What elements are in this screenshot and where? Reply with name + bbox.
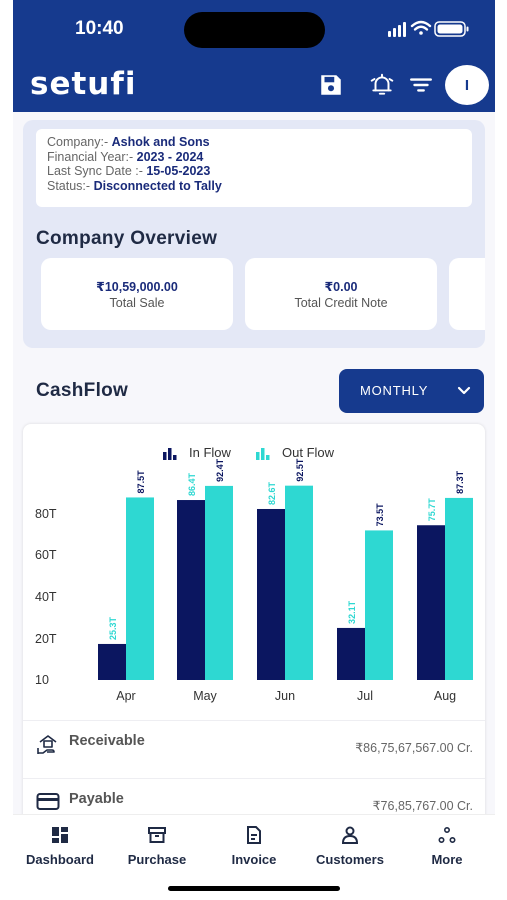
legend-item-0 [163, 448, 177, 460]
bottom-nav: Dashboard Purchase Invoice Customers Mor… [13, 814, 495, 900]
save-icon[interactable] [318, 72, 344, 98]
wifi-icon [410, 20, 432, 35]
total-sale-value: ₹10,59,000.00 [96, 280, 178, 294]
cashflow-chart-card: 10 20T 40T 60T 80T In Flow Out Flow 25.3T 87.5T A… [23, 424, 485, 814]
bell-icon[interactable] [369, 72, 395, 98]
period-dropdown[interactable]: MONTHLY [339, 369, 484, 413]
bar-out-flow-apr [126, 497, 154, 680]
bar-in-flow-aug [417, 525, 445, 680]
app-screen: 10:40 setufi [13, 0, 495, 900]
legend-item-1 [256, 448, 270, 460]
x-tick-label: Jul [357, 689, 373, 703]
status-time: 10:40 [75, 18, 124, 39]
top-bar: 10:40 setufi [13, 0, 495, 112]
data-label: 92.5T [295, 458, 305, 482]
payable-row[interactable]: Payable ₹76,85,767.00 Cr. [23, 778, 485, 814]
data-label: 86.4T [187, 473, 197, 497]
period-dropdown-label: MONTHLY [360, 383, 429, 398]
y-tick-label: 40T [35, 590, 57, 604]
total-credit-note-label: Total Credit Note [294, 296, 388, 310]
customers-icon [341, 826, 359, 844]
total-credit-note-value: ₹0.00 [324, 280, 358, 294]
nav-invoice-label: Invoice [231, 852, 277, 867]
company-name: Ashok and Sons [111, 135, 210, 149]
nav-dashboard[interactable]: Dashboard [24, 825, 96, 867]
dashboard-content: Company:- Ashok and Sons Financial Year:… [13, 112, 495, 814]
data-label: 73.5T [375, 503, 385, 527]
data-label: 87.5T [136, 470, 146, 494]
financial-year-line: Financial Year:- 2023 - 2024 [47, 149, 204, 164]
company-overview-card: Company:- Ashok and Sons Financial Year:… [23, 120, 485, 348]
nav-more[interactable]: More [422, 825, 472, 867]
data-label: 82.6T [267, 481, 277, 505]
x-tick-label: May [193, 689, 217, 703]
bar-out-flow-may [205, 485, 233, 680]
x-tick-label: Aug [434, 689, 456, 703]
data-label: 25.3T [108, 616, 118, 640]
nav-invoice[interactable]: Invoice [224, 825, 284, 867]
nav-customers[interactable]: Customers [310, 825, 390, 867]
y-tick-label: 20T [35, 632, 57, 646]
payable-value: ₹76,85,767.00 Cr. [372, 799, 473, 813]
signal-icon [388, 22, 406, 37]
y-tick-label: 80T [35, 507, 57, 521]
card-icon [36, 793, 60, 810]
y-tick-label: 10 [35, 673, 49, 687]
bar-out-flow-aug [445, 497, 473, 680]
nav-dashboard-label: Dashboard [26, 852, 94, 867]
total-sale-label: Total Sale [109, 296, 165, 310]
receivable-icon [37, 735, 57, 754]
last-sync-line: Last Sync Date :- 15-05-2023 [47, 164, 211, 178]
nav-purchase[interactable]: Purchase [123, 825, 191, 867]
next-stat-card[interactable] [449, 258, 485, 330]
nav-more-label: More [431, 852, 463, 867]
data-label: 92.4T [215, 458, 225, 482]
receivable-value: ₹86,75,67,567.00 Cr. [355, 741, 473, 755]
app-logo: setufi [30, 66, 137, 102]
receivable-row[interactable]: Receivable ₹86,75,67,567.00 Cr. [23, 720, 485, 778]
total-credit-note-card[interactable]: ₹0.00 Total Credit Note [245, 258, 437, 330]
y-tick-label: 60T [35, 548, 57, 562]
dynamic-island [184, 12, 325, 48]
data-label: 32.1T [347, 600, 357, 624]
cashflow-title: CashFlow [36, 380, 129, 401]
financial-year: 2023 - 2024 [136, 149, 204, 164]
status-icons [388, 20, 469, 37]
data-label: 87.3T [455, 470, 465, 494]
battery-icon [434, 21, 469, 37]
bar-out-flow-jul [365, 530, 393, 680]
company-line: Company:- Ashok and Sons [47, 135, 210, 149]
bar-in-flow-jul [337, 627, 365, 680]
home-indicator[interactable] [168, 886, 340, 891]
legend-label-1: Out Flow [282, 445, 335, 460]
x-tick-label: Jun [275, 689, 295, 703]
payable-label: Payable [69, 791, 124, 807]
bar-in-flow-jun [257, 508, 285, 680]
status-line: Status:- Disconnected to Tally [47, 178, 222, 193]
bar-in-flow-may [177, 500, 205, 680]
company-overview-title: Company Overview [36, 228, 218, 249]
bar-in-flow-apr [98, 643, 126, 680]
avatar[interactable]: I [445, 65, 489, 105]
more-icon [438, 826, 456, 844]
chevron-down-icon [457, 386, 471, 395]
receivable-label: Receivable [69, 733, 145, 749]
x-tick-label: Apr [116, 689, 135, 703]
invoice-icon [247, 826, 261, 844]
total-sale-card[interactable]: ₹10,59,000.00 Total Sale [41, 258, 233, 330]
company-info-box: Company:- Ashok and Sons Financial Year:… [36, 129, 472, 207]
dashboard-icon [52, 827, 68, 843]
legend-label-0: In Flow [189, 445, 232, 460]
cashflow-chart: 10 20T 40T 60T 80T In Flow Out Flow 25.3T 87.5T A… [35, 445, 473, 703]
purchase-icon [148, 827, 166, 843]
last-sync-date: 15-05-2023 [146, 164, 211, 178]
sync-status: Disconnected to Tally [93, 178, 222, 193]
filter-icon[interactable] [408, 72, 434, 98]
bar-out-flow-jun [285, 485, 313, 680]
nav-customers-label: Customers [316, 852, 384, 867]
data-label: 75.7T [427, 498, 437, 522]
nav-purchase-label: Purchase [127, 852, 187, 867]
